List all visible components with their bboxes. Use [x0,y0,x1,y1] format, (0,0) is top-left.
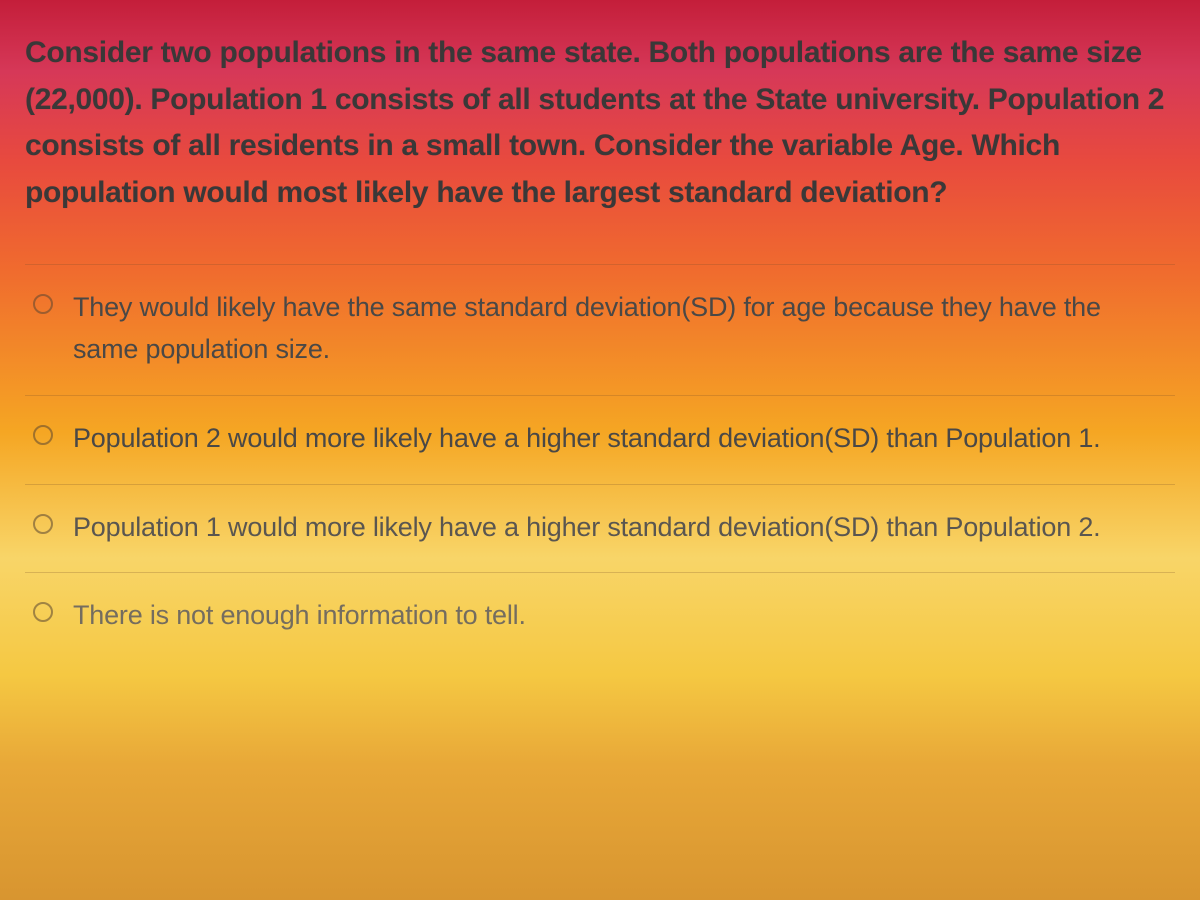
options-list: They would likely have the same standard… [25,264,1175,667]
option-row-3[interactable]: Population 1 would more likely have a hi… [25,485,1175,574]
radio-icon[interactable] [33,602,53,622]
option-row-1[interactable]: They would likely have the same standard… [25,265,1175,396]
question-text: Consider two populations in the same sta… [25,30,1175,216]
option-row-2[interactable]: Population 2 would more likely have a hi… [25,396,1175,485]
option-label: Population 2 would more likely have a hi… [73,418,1100,460]
option-row-4[interactable]: There is not enough information to tell. [25,573,1175,667]
option-label: They would likely have the same standard… [73,287,1163,371]
radio-icon[interactable] [33,514,53,534]
radio-icon[interactable] [33,425,53,445]
radio-icon[interactable] [33,294,53,314]
option-label: There is not enough information to tell. [73,595,526,637]
option-label: Population 1 would more likely have a hi… [73,507,1100,549]
